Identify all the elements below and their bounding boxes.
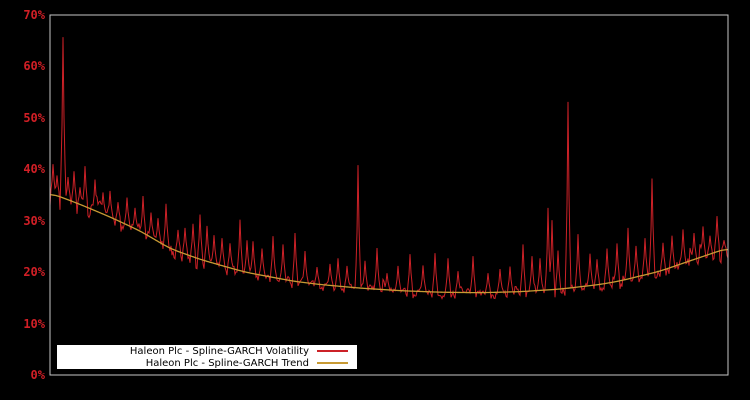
legend-label-trend: Haleon Plc - Spline-GARCH Trend	[145, 357, 309, 369]
y-axis-tick-label: 20%	[23, 265, 45, 280]
y-axis-tick-label: 0%	[30, 368, 45, 382]
trend-line-sample-icon	[317, 362, 348, 364]
y-axis-tick-label: 70%	[23, 8, 45, 22]
volatility-line-sample-icon	[317, 350, 348, 352]
trend-series-line	[49, 194, 729, 294]
legend-item-trend: Haleon Plc - Spline-GARCH Trend	[57, 358, 357, 369]
y-axis-tick-label: 30%	[23, 213, 45, 228]
y-axis-tick-label: 40%	[23, 162, 45, 177]
y-axis-tick-label: 10%	[23, 316, 45, 331]
legend: Haleon Plc - Spline-GARCH Volatility Hal…	[57, 345, 357, 369]
y-axis-tick-label: 50%	[23, 110, 45, 125]
legend-label-volatility: Haleon Plc - Spline-GARCH Volatility	[129, 345, 309, 357]
legend-item-volatility: Haleon Plc - Spline-GARCH Volatility	[57, 346, 357, 357]
volatility-series-line	[49, 37, 729, 300]
plot-border	[49, 14, 729, 376]
y-axis-tick-label: 60%	[23, 59, 45, 74]
